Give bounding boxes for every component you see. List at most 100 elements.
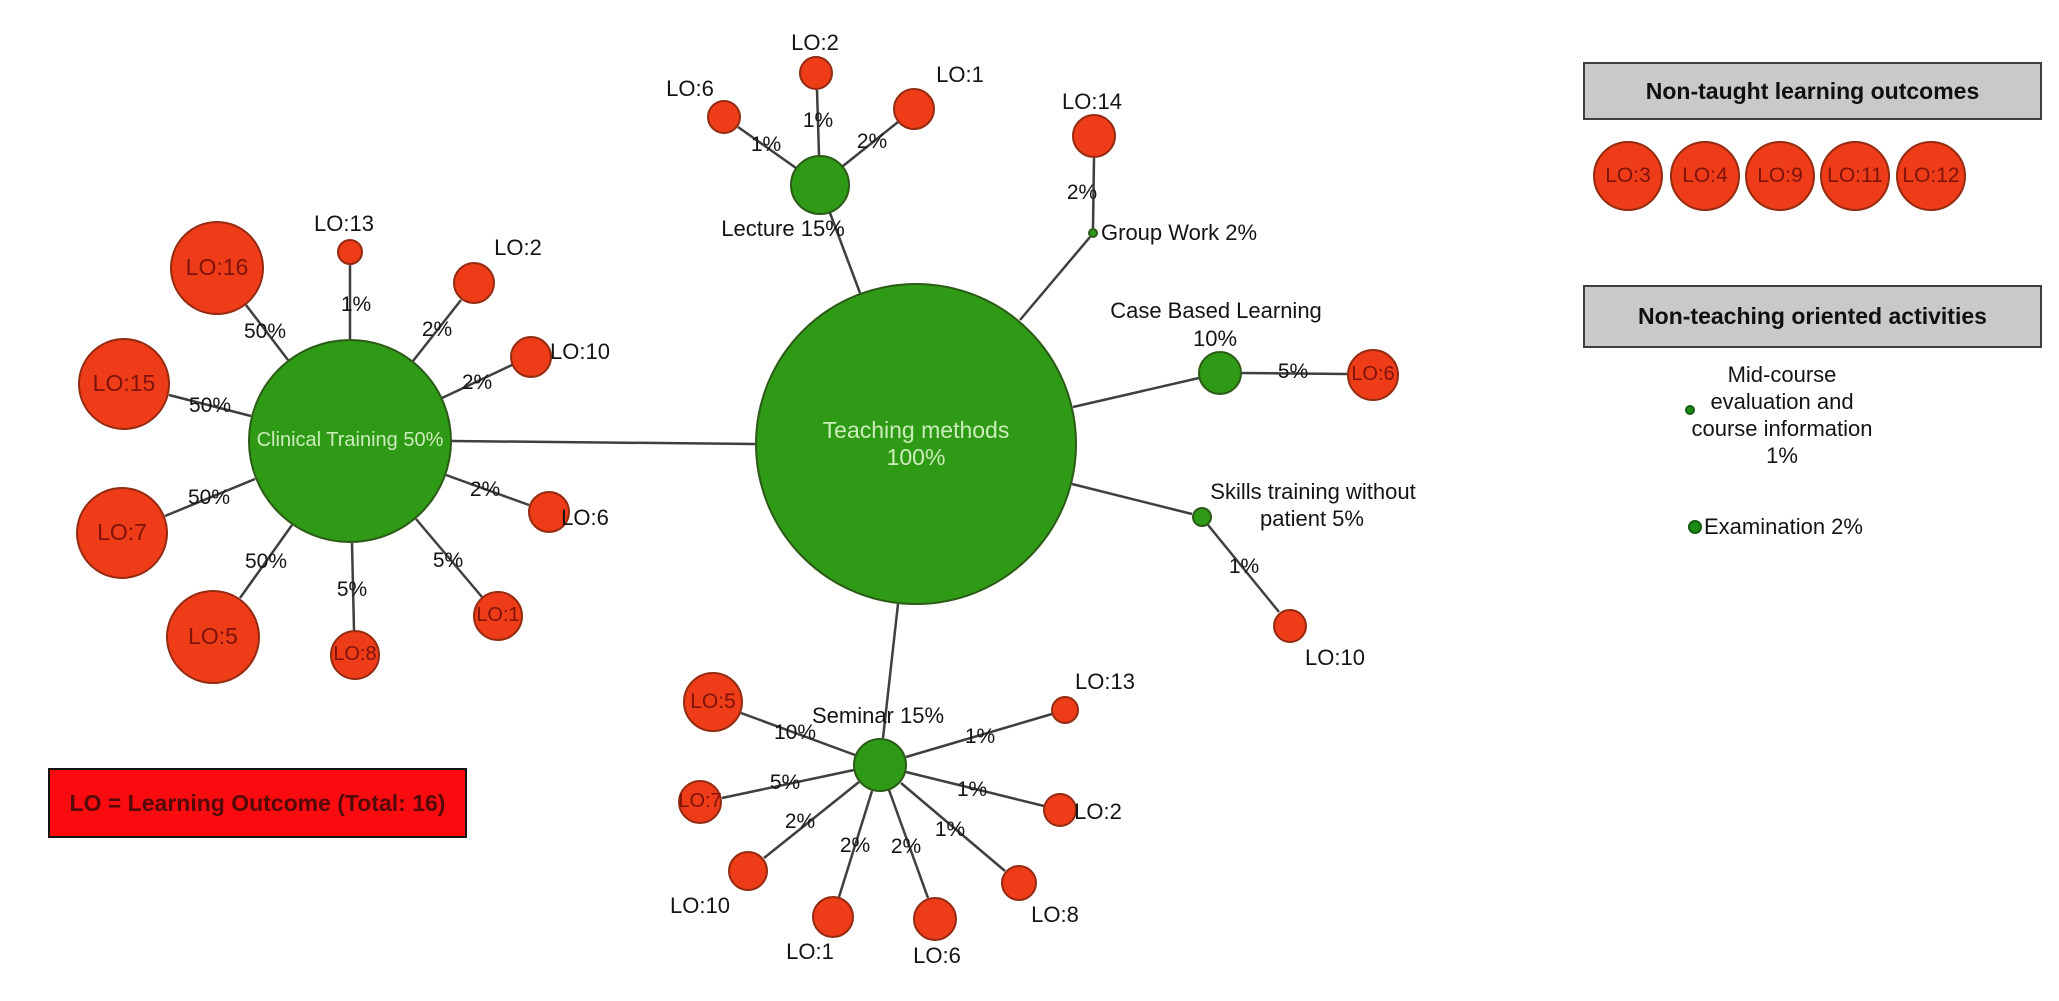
node-label: LO:10 bbox=[670, 893, 730, 918]
edge-percent-label: 5% bbox=[432, 549, 464, 572]
mid-course-line-2: evaluation and bbox=[1710, 389, 1854, 414]
node-cbl-lo6-label: LO:6 bbox=[1351, 363, 1395, 386]
legend-lo3-circle: LO:3 bbox=[1593, 141, 1663, 211]
edge-percent-label: 2% bbox=[890, 835, 922, 858]
node-clinical-lo1-label: LO:1 bbox=[476, 604, 520, 627]
node-teaching-methods-label: Teaching methods bbox=[822, 416, 1010, 443]
edge-line bbox=[837, 790, 874, 898]
edge-line bbox=[737, 125, 797, 170]
node-clinical-lo8-label: LO:8 bbox=[333, 643, 377, 666]
legend-lo12-circle: LO:12 bbox=[1896, 141, 1966, 211]
edge-line bbox=[238, 524, 294, 599]
edge-line bbox=[905, 712, 1053, 759]
edge-line bbox=[1207, 524, 1280, 613]
edge-line bbox=[1071, 482, 1193, 516]
node-clinical-lo6 bbox=[528, 491, 570, 533]
edge-line bbox=[168, 393, 252, 418]
node-seminar-lo7: LO:7 bbox=[678, 780, 722, 824]
node-clinical-lo16-label: LO:16 bbox=[185, 254, 249, 281]
edge-line bbox=[245, 304, 289, 361]
node-groupwork-lo14 bbox=[1072, 114, 1116, 158]
node-label: LO:2 bbox=[791, 30, 839, 55]
node-cbl-lo6: LO:6 bbox=[1347, 349, 1399, 401]
edge-line bbox=[842, 121, 899, 167]
note-box: LO = Learning Outcome (Total: 16) bbox=[48, 768, 467, 838]
edge-percent-label: 1% bbox=[934, 818, 966, 841]
mid-course-label: Mid-course evaluation and course informa… bbox=[1632, 361, 1932, 469]
node-label: LO:13 bbox=[314, 211, 374, 236]
node-clinical-lo8: LO:8 bbox=[330, 630, 380, 680]
node-lecture-lo2 bbox=[799, 56, 833, 90]
node-label: patient 5% bbox=[1260, 506, 1364, 531]
edge-line bbox=[164, 477, 256, 518]
node-clinical-training-label: Clinical Training 50% bbox=[256, 429, 444, 452]
edge-percent-label: 2% bbox=[839, 834, 871, 857]
edge-percent-label: 1% bbox=[340, 293, 372, 316]
mid-course-line-4: 1% bbox=[1766, 443, 1798, 468]
node-case-based-learning bbox=[1198, 351, 1242, 395]
edge-percent-label: 1% bbox=[964, 725, 996, 748]
node-label: LO:1 bbox=[936, 62, 984, 87]
node-label: LO:10 bbox=[1305, 645, 1365, 670]
legend-non-teaching-header: Non-teaching oriented activities bbox=[1583, 285, 2042, 348]
node-clinical-lo10 bbox=[510, 336, 552, 378]
edge-percent-label: 50% bbox=[188, 394, 232, 417]
edge-percent-label: 5% bbox=[336, 578, 368, 601]
node-seminar-lo13 bbox=[1051, 696, 1079, 724]
legend-non-taught-header: Non-taught learning outcomes bbox=[1583, 62, 2042, 120]
node-group-work-dot bbox=[1088, 228, 1098, 238]
edge-percent-label: 50% bbox=[243, 320, 287, 343]
node-label: LO:8 bbox=[1031, 902, 1079, 927]
node-lecture-lo6 bbox=[707, 100, 741, 134]
edge-line bbox=[740, 711, 856, 757]
edge-percent-label: 2% bbox=[1066, 181, 1098, 204]
node-label: LO:13 bbox=[1075, 669, 1135, 694]
edge-percent-label: 5% bbox=[769, 771, 801, 794]
node-lecture-lo1 bbox=[893, 88, 935, 130]
node-label: Skills training without bbox=[1210, 479, 1416, 504]
node-clinical-lo5: LO:5 bbox=[166, 590, 260, 684]
edge-line bbox=[1241, 371, 1348, 376]
node-clinical-training: Clinical Training 50% bbox=[248, 339, 452, 543]
node-label: LO:2 bbox=[1074, 799, 1122, 824]
node-skills-lo10 bbox=[1273, 609, 1307, 643]
node-label: 10% bbox=[1192, 326, 1238, 351]
node-label: Case Based Learning bbox=[1110, 298, 1322, 323]
node-clinical-lo1: LO:1 bbox=[473, 591, 523, 641]
edge-line bbox=[350, 542, 356, 631]
node-seminar bbox=[853, 738, 907, 792]
node-label: Group Work 2% bbox=[1101, 220, 1258, 245]
node-label: Lecture 15% bbox=[721, 216, 845, 241]
node-clinical-lo13 bbox=[337, 239, 363, 265]
node-seminar-lo8 bbox=[1001, 865, 1037, 901]
legend-lo4-circle: LO:4 bbox=[1670, 141, 1740, 211]
edge-percent-label: 1% bbox=[750, 133, 782, 156]
node-clinical-lo2 bbox=[453, 262, 495, 304]
node-teaching-methods-label: 100% bbox=[886, 444, 946, 470]
node-label: Seminar 15% bbox=[811, 703, 945, 728]
mid-course-line-3: course information bbox=[1691, 416, 1873, 441]
edge-line bbox=[828, 212, 862, 294]
node-seminar-lo10 bbox=[728, 851, 768, 891]
node-lecture bbox=[790, 155, 850, 215]
legend-lo11-circle: LO:11 bbox=[1820, 141, 1890, 211]
edge-line bbox=[721, 768, 855, 800]
node-clinical-lo16: LO:16 bbox=[170, 221, 264, 315]
node-clinical-lo7-label: LO:7 bbox=[97, 519, 147, 546]
mid-course-dot bbox=[1685, 405, 1695, 415]
node-skills-training-dot bbox=[1192, 507, 1212, 527]
node-seminar-lo5: LO:5 bbox=[683, 672, 743, 732]
mid-course-line-1: Mid-course bbox=[1727, 362, 1837, 387]
edge-line bbox=[445, 473, 530, 507]
node-label: LO:2 bbox=[494, 235, 542, 260]
node-clinical-lo15: LO:15 bbox=[78, 338, 170, 430]
edge-percent-label: 1% bbox=[802, 109, 834, 132]
edge-line bbox=[905, 770, 1045, 808]
node-seminar-lo6 bbox=[913, 897, 957, 941]
node-seminar-lo7-label: LO:7 bbox=[678, 790, 722, 813]
node-seminar-lo1 bbox=[812, 896, 854, 938]
node-clinical-lo15-label: LO:15 bbox=[92, 370, 156, 397]
edge-percent-label: 5% bbox=[1277, 360, 1309, 383]
